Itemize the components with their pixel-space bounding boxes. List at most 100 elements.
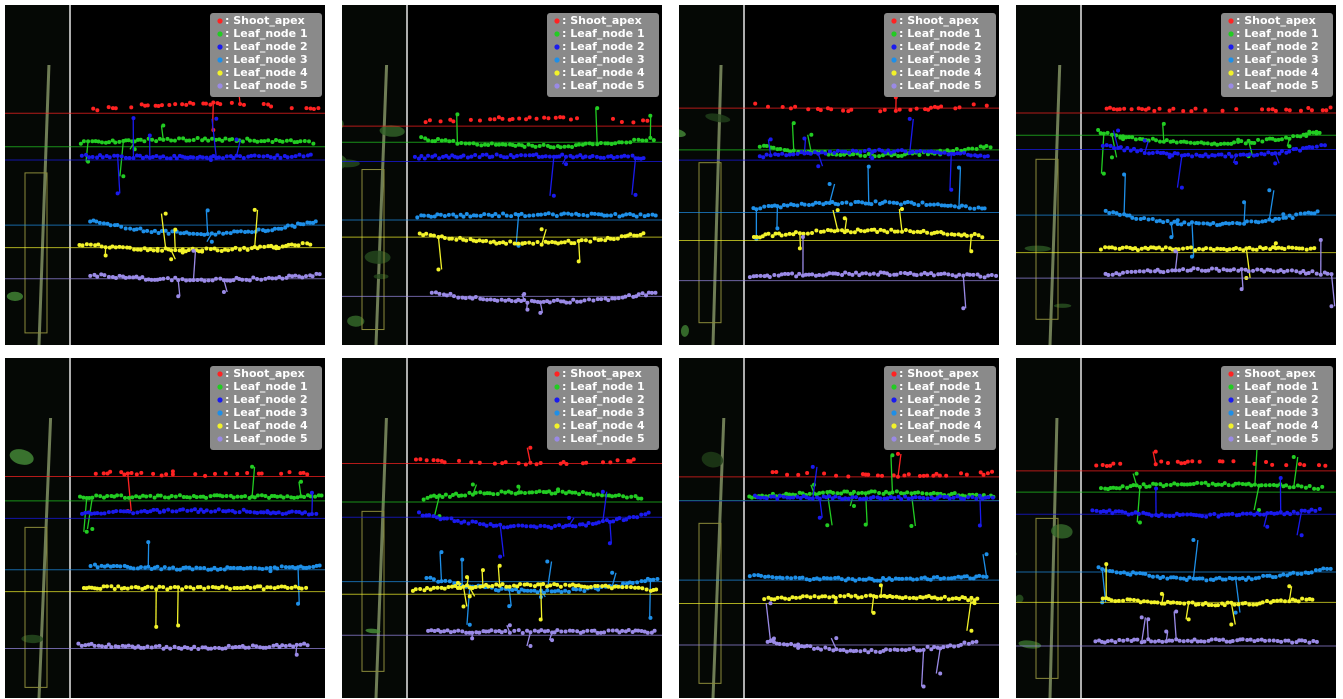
track-point <box>900 207 904 211</box>
track-point <box>818 577 822 581</box>
legend-marker <box>891 436 896 441</box>
track-point <box>493 212 497 216</box>
track-point <box>624 141 628 145</box>
track-point <box>1237 513 1241 517</box>
track-point <box>845 229 849 233</box>
track-point <box>892 201 896 205</box>
track-point <box>513 144 517 148</box>
track-point <box>1162 122 1166 126</box>
track-point <box>1284 136 1288 140</box>
track-point <box>1187 576 1191 580</box>
track-point <box>1307 271 1311 275</box>
legend-label: : Leaf_node 2 <box>1236 393 1319 406</box>
track-point <box>644 138 648 142</box>
track-point <box>1286 639 1290 643</box>
track-point <box>98 221 102 225</box>
legend-marker <box>217 83 222 88</box>
track-point <box>1135 472 1139 476</box>
track-point <box>284 565 288 569</box>
track-point <box>879 583 883 587</box>
leaf <box>1054 304 1071 308</box>
track-point <box>1238 247 1242 251</box>
track-point <box>1107 508 1111 512</box>
track-point <box>196 647 200 651</box>
track-point <box>638 212 642 216</box>
track-point <box>914 495 918 499</box>
track-point <box>123 496 127 500</box>
track-point <box>939 105 943 109</box>
track-point <box>293 274 297 278</box>
track-point <box>566 144 570 148</box>
track-point <box>559 240 563 244</box>
track-point <box>1224 578 1228 582</box>
track-point <box>921 496 925 500</box>
track-point <box>552 194 556 198</box>
track-point <box>1310 108 1314 112</box>
track-point <box>1158 107 1162 111</box>
track-point <box>433 629 437 633</box>
track-point <box>860 595 864 599</box>
track-point <box>1149 269 1153 273</box>
track-point <box>535 525 539 529</box>
track-point <box>113 140 117 144</box>
track-point <box>941 645 945 649</box>
track-point <box>432 234 436 238</box>
track-point <box>921 201 925 205</box>
track-point <box>1181 109 1185 113</box>
track-point <box>899 202 903 206</box>
track-point <box>522 292 526 296</box>
track-point <box>177 136 181 140</box>
track-point <box>91 155 95 159</box>
track-point <box>969 153 973 157</box>
track-point <box>1139 148 1143 152</box>
track-point <box>1251 247 1255 251</box>
legend-label: : Leaf_node 1 <box>562 380 645 393</box>
track-point <box>819 648 823 652</box>
track-point <box>474 491 478 495</box>
track-point <box>611 629 615 633</box>
track-point <box>288 643 292 647</box>
track-point <box>653 291 657 295</box>
track-point <box>255 140 259 144</box>
track-point <box>819 108 823 112</box>
track-point <box>907 647 911 651</box>
track-point <box>817 201 821 205</box>
track-point <box>293 225 297 229</box>
track-point <box>1296 483 1300 487</box>
track-point <box>501 582 505 586</box>
track-point <box>93 644 97 648</box>
track-point <box>180 102 184 106</box>
legend-label: : Leaf_node 5 <box>1236 79 1319 92</box>
track-point <box>150 645 154 649</box>
track-point <box>1294 269 1298 273</box>
track-point <box>817 595 821 599</box>
track-point <box>1192 482 1196 486</box>
track-point <box>531 242 535 246</box>
track-point <box>1125 146 1129 150</box>
track-point <box>907 497 911 501</box>
track-point <box>281 140 285 144</box>
track-point <box>585 214 589 218</box>
track-point <box>494 629 498 633</box>
track-point <box>238 154 242 158</box>
track-point <box>158 510 162 514</box>
track-point <box>487 585 491 589</box>
legend-marker <box>1228 18 1233 23</box>
track-point <box>517 461 521 465</box>
track-point <box>204 102 208 106</box>
track-point <box>281 512 285 516</box>
track-point <box>827 494 831 498</box>
track-point <box>581 213 585 217</box>
track-point <box>230 137 234 141</box>
track-point <box>153 496 157 500</box>
track-point <box>918 149 922 153</box>
track-point <box>1282 270 1286 274</box>
track-point <box>490 584 494 588</box>
track-point <box>425 458 429 462</box>
track-point <box>583 298 587 302</box>
track-point <box>503 629 507 633</box>
track-point <box>551 212 555 216</box>
track-point <box>908 108 912 112</box>
track-point <box>553 524 557 528</box>
track-point <box>482 212 486 216</box>
